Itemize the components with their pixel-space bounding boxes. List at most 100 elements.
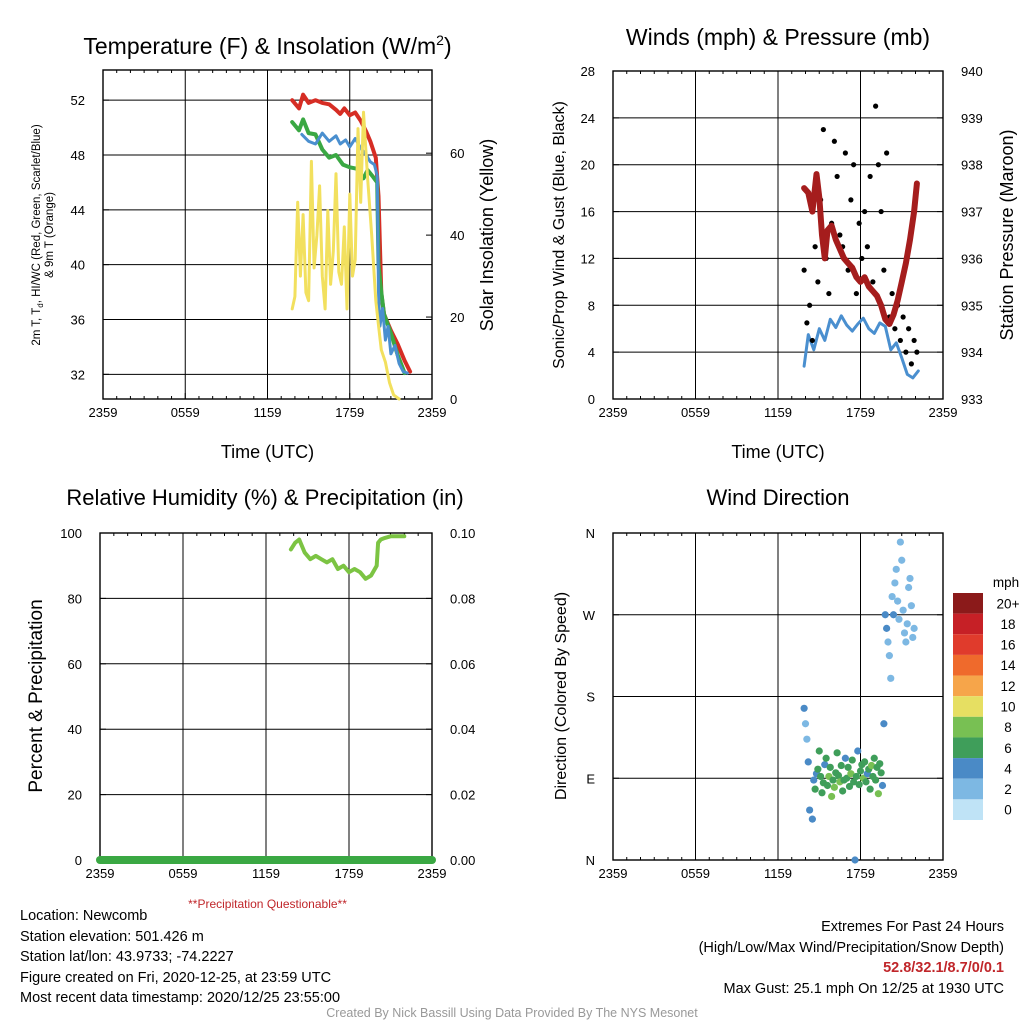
direction-point — [883, 624, 891, 632]
direction-point — [867, 761, 876, 770]
direction-point — [907, 602, 915, 610]
y-tick-label: N — [586, 853, 595, 868]
direction-point — [884, 638, 892, 646]
direction-point — [804, 758, 812, 766]
direction-point — [891, 579, 899, 587]
gust-point — [884, 150, 890, 156]
direction-point — [815, 747, 823, 755]
y-tick-label: 12 — [581, 251, 595, 266]
colorbar-swatch — [953, 675, 983, 697]
station-location: Location: Newcomb — [20, 908, 148, 924]
x-tick-label: 1159 — [254, 405, 282, 420]
gust-point — [892, 326, 898, 332]
y-tick-label: 40 — [68, 722, 82, 737]
y2-tick-label: 935 — [961, 298, 983, 313]
y-tick-label: 80 — [68, 591, 82, 606]
gust-point — [864, 244, 870, 250]
y-tick-label: 32 — [71, 367, 85, 382]
y2-tick-label: 0.02 — [450, 788, 475, 803]
gust-point — [856, 220, 862, 226]
chart-title: Temperature (F) & Insolation (W/m2) — [83, 32, 451, 59]
gust-point — [801, 267, 807, 273]
direction-point — [880, 720, 888, 728]
direction-point — [841, 754, 849, 762]
colorbar-label: 0 — [1004, 803, 1012, 818]
y2-tick-label: 20 — [450, 310, 464, 325]
gust-point — [815, 279, 821, 285]
x-axis-label: Time (UTC) — [221, 442, 314, 462]
y2-tick-label: 60 — [450, 146, 464, 161]
gust-point — [831, 138, 837, 144]
y-tick-label: 100 — [60, 526, 82, 541]
y-tick-label: 36 — [71, 312, 85, 327]
direction-point — [866, 785, 874, 793]
figure-created: Figure created on Fri, 2020-12-25, at 23… — [20, 969, 332, 986]
y-axis-label: Percent & Precipitation — [26, 599, 47, 792]
y2-tick-label: 938 — [961, 158, 983, 173]
direction-point — [894, 597, 902, 605]
direction-point — [885, 652, 893, 660]
colorbar-swatch — [953, 634, 983, 655]
x-tick-label: 0559 — [681, 405, 710, 420]
y-axis-label: Direction (Colored By Speed) — [553, 592, 570, 800]
y-tick-label: 40 — [71, 258, 85, 273]
gust-point — [900, 314, 906, 320]
chart-title: Wind Direction — [706, 485, 849, 510]
direction-point — [844, 763, 852, 771]
direction-point — [833, 749, 841, 757]
direction-point — [834, 771, 843, 780]
direction-point — [856, 767, 865, 775]
colorbar-label: 8 — [1004, 720, 1012, 735]
direction-point — [830, 783, 838, 791]
colorbar-swatch — [953, 654, 983, 676]
gust-point — [906, 326, 912, 332]
gust-point — [842, 150, 848, 156]
y2-tick-label: 40 — [450, 228, 464, 243]
colorbar-swatch — [953, 758, 983, 779]
direction-point — [889, 611, 898, 619]
direction-point — [851, 856, 859, 864]
direction-point — [852, 772, 860, 781]
extremes-block: Extremes For Past 24 Hours (High/Low/Max… — [699, 917, 1004, 999]
y2-tick-label: 940 — [961, 64, 983, 79]
gust-point — [878, 208, 884, 215]
gust-point — [851, 162, 857, 168]
x-tick-label: 2359 — [599, 866, 628, 881]
y-axis-label: 2m T, Td, HI/WC (Red, Green, Scarlet/Blu… — [31, 124, 56, 345]
gust-point — [873, 103, 879, 109]
colorbar-swatch — [953, 593, 983, 614]
y-axis-label: Sonic/Prop Wind & Gust (Blue, Black) — [551, 101, 568, 369]
x-tick-label: 2359 — [89, 405, 118, 420]
y-tick-label: 16 — [581, 205, 595, 220]
x-tick-label: 1159 — [764, 866, 792, 881]
direction-point — [817, 772, 825, 781]
colorbar-label: 12 — [1000, 679, 1015, 694]
direction-point — [872, 776, 880, 784]
direction-point — [876, 760, 884, 768]
y-tick-label: 48 — [71, 148, 85, 163]
extremes-title: Extremes For Past 24 Hours — [821, 919, 1004, 935]
gust-point — [862, 208, 868, 215]
gust-point — [848, 197, 854, 203]
y2-tick-label: 0.10 — [450, 526, 475, 541]
series-wind — [802, 314, 920, 380]
direction-point — [818, 789, 826, 797]
y-tick-label: W — [583, 608, 596, 623]
gust-point — [834, 173, 840, 180]
x-tick-label: 2359 — [929, 866, 958, 881]
gust-point — [859, 255, 865, 262]
direction-point — [810, 776, 818, 784]
x-tick-label: 1759 — [846, 405, 875, 420]
x-tick-label: 0559 — [171, 405, 200, 420]
panel-3: 2359 0559 1159 1759 2359 0 20 40 60 80 100 0.00 0.02… — [26, 485, 475, 881]
direction-point — [906, 574, 914, 583]
y2-tick-label: 0 — [450, 392, 457, 407]
direction-point — [854, 747, 862, 755]
direction-point — [881, 611, 889, 619]
colorbar-swatch — [953, 696, 983, 717]
direction-point — [814, 765, 822, 773]
recent-timestamp: Most recent data timestamp: 2020/12/25 2… — [20, 990, 341, 1006]
x-tick-label: 1159 — [252, 866, 280, 881]
series-hi-wc — [300, 131, 409, 375]
